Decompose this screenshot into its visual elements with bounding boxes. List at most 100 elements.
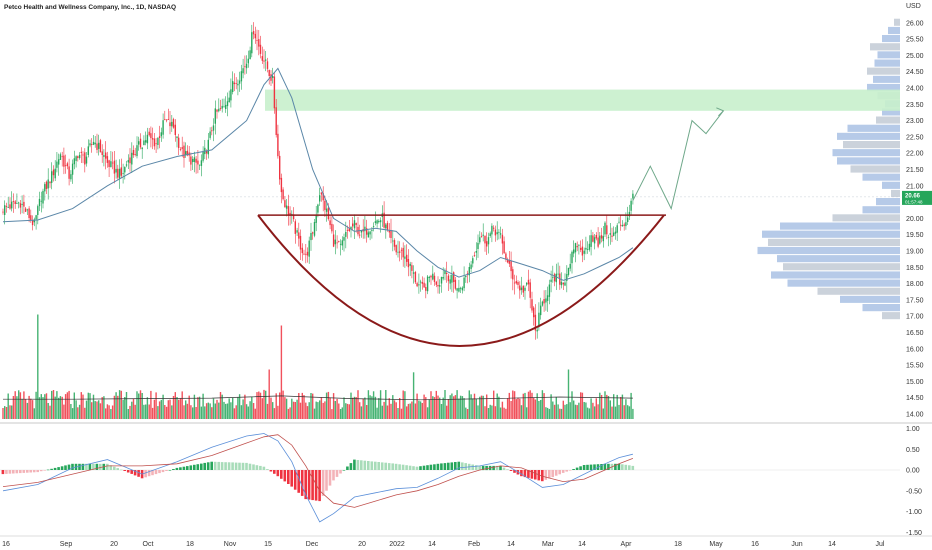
candle-body[interactable] [541, 301, 544, 306]
candle-body[interactable] [310, 233, 312, 241]
candle-body[interactable] [339, 243, 342, 245]
candle-body[interactable] [40, 200, 42, 202]
candle-body[interactable] [595, 235, 597, 239]
candle-body[interactable] [599, 235, 601, 244]
candle-body[interactable] [70, 174, 72, 180]
candle-body[interactable] [270, 74, 272, 81]
candle-body[interactable] [254, 33, 256, 39]
candle-body[interactable] [240, 71, 243, 82]
candle-body[interactable] [367, 232, 370, 238]
candle-body[interactable] [96, 143, 98, 150]
candle-body[interactable] [329, 220, 331, 226]
candle-body[interactable] [374, 221, 377, 223]
candle-body[interactable] [418, 284, 420, 286]
candle-body[interactable] [451, 274, 453, 283]
candle-body[interactable] [117, 168, 119, 178]
candle-body[interactable] [571, 251, 573, 264]
candle-body[interactable] [186, 150, 189, 156]
candle-body[interactable] [505, 253, 507, 260]
candle-body[interactable] [353, 220, 356, 229]
candle-body[interactable] [230, 89, 232, 101]
candle-body[interactable] [616, 225, 618, 233]
candle-body[interactable] [446, 273, 448, 274]
candle-body[interactable] [52, 169, 55, 176]
candle-body[interactable] [298, 232, 300, 239]
candle-body[interactable] [397, 251, 399, 253]
candle-body[interactable] [143, 140, 145, 146]
candle-body[interactable] [181, 147, 183, 149]
candle-body[interactable] [258, 39, 260, 47]
candle-body[interactable] [87, 146, 89, 155]
candle-body[interactable] [58, 159, 60, 165]
candle-body[interactable] [77, 156, 79, 158]
candle-body[interactable] [238, 80, 241, 84]
candle-body[interactable] [623, 224, 625, 226]
candle-body[interactable] [473, 255, 476, 256]
candle-body[interactable] [606, 225, 608, 235]
candle-body[interactable] [242, 68, 244, 74]
candle-body[interactable] [419, 281, 422, 283]
candle-body[interactable] [38, 198, 41, 207]
candle-body[interactable] [232, 81, 234, 92]
candle-body[interactable] [493, 227, 495, 229]
candle-body[interactable] [73, 158, 75, 165]
candle-body[interactable] [508, 259, 510, 264]
candle-body[interactable] [192, 159, 194, 163]
candle-body[interactable] [414, 272, 417, 283]
candle-body[interactable] [256, 40, 258, 41]
candle-body[interactable] [127, 160, 129, 163]
candle-body[interactable] [590, 235, 592, 247]
candle-body[interactable] [148, 131, 150, 136]
candle-body[interactable] [91, 144, 93, 145]
candle-body[interactable] [85, 156, 88, 164]
candle-body[interactable] [92, 141, 95, 145]
candle-body[interactable] [82, 154, 84, 156]
candle-body[interactable] [71, 163, 74, 175]
candle-body[interactable] [543, 299, 545, 304]
candle-body[interactable] [331, 223, 333, 232]
candle-body[interactable] [581, 246, 584, 256]
candle-body[interactable] [625, 222, 627, 227]
candle-body[interactable] [118, 168, 121, 179]
candle-body[interactable] [312, 232, 314, 234]
candle-body[interactable] [16, 203, 18, 204]
candle-body[interactable] [592, 235, 594, 242]
candle-body[interactable] [138, 141, 140, 145]
candle-body[interactable] [494, 229, 497, 236]
candle-body[interactable] [609, 233, 611, 235]
candle-body[interactable] [21, 203, 23, 205]
candle-body[interactable] [19, 203, 22, 208]
candle-body[interactable] [5, 206, 8, 207]
candle-body[interactable] [442, 277, 444, 279]
candle-body[interactable] [35, 215, 37, 220]
candles[interactable] [2, 22, 634, 340]
candle-body[interactable] [296, 230, 298, 233]
candle-body[interactable] [110, 161, 112, 168]
candle-body[interactable] [383, 212, 385, 228]
candle-body[interactable] [28, 208, 30, 219]
candle-body[interactable] [141, 147, 143, 150]
candle-body[interactable] [120, 167, 122, 176]
candle-body[interactable] [372, 226, 375, 227]
candle-body[interactable] [244, 66, 246, 68]
candle-body[interactable] [350, 226, 352, 230]
candle-body[interactable] [164, 119, 166, 120]
candle-body[interactable] [632, 193, 634, 199]
candle-body[interactable] [197, 160, 199, 165]
candle-body[interactable] [108, 160, 110, 167]
candle-body[interactable] [94, 142, 96, 145]
candle-body[interactable] [557, 273, 559, 275]
candle-body[interactable] [406, 254, 408, 262]
candle-body[interactable] [303, 253, 305, 255]
candle-body[interactable] [574, 243, 577, 253]
candle-body[interactable] [433, 275, 436, 282]
candle-body[interactable] [282, 189, 284, 200]
candle-body[interactable] [546, 295, 549, 301]
candle-body[interactable] [106, 156, 109, 163]
candle-body[interactable] [45, 181, 48, 189]
candle-body[interactable] [407, 259, 410, 268]
candle-body[interactable] [56, 161, 58, 168]
candle-body[interactable] [11, 201, 13, 209]
candle-body[interactable] [360, 230, 363, 233]
candle-body[interactable] [388, 230, 390, 233]
